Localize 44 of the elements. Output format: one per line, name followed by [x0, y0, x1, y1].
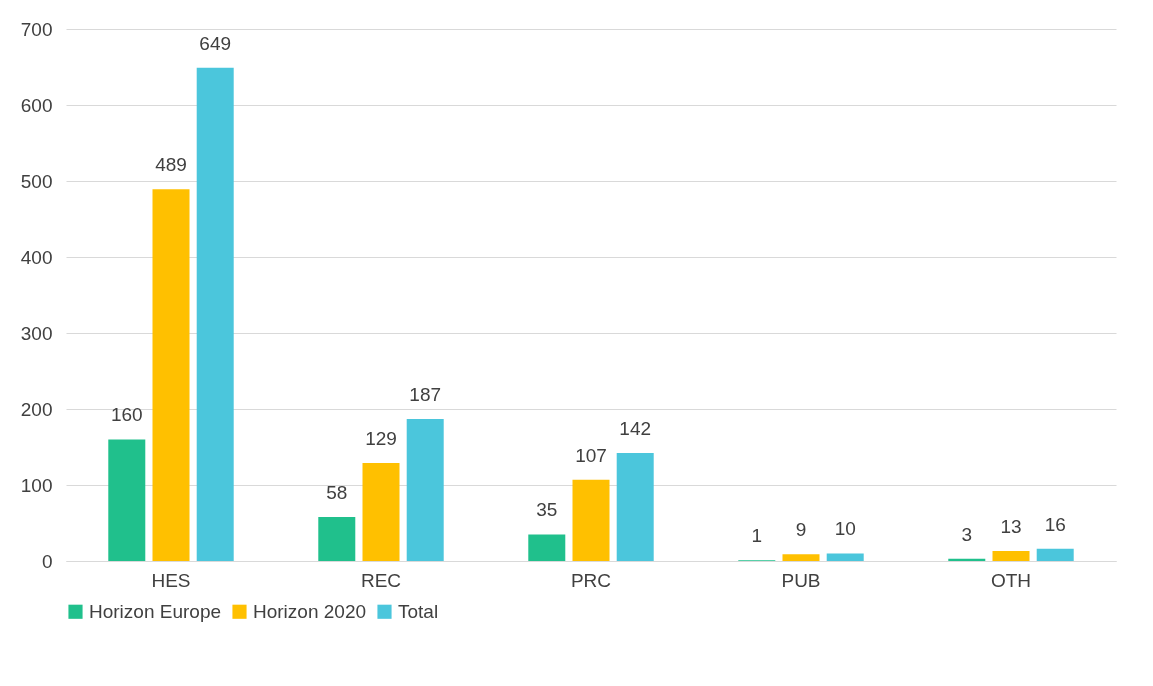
- bar: [782, 554, 820, 561]
- data-label: 58: [326, 481, 348, 503]
- y-tick-label: 500: [20, 170, 53, 192]
- data-label: 16: [1044, 513, 1066, 535]
- data-label: 187: [409, 383, 442, 405]
- y-tick-label: 400: [20, 246, 53, 268]
- data-label: 129: [365, 427, 397, 449]
- legend-label: Horizon Europe: [89, 600, 222, 622]
- bar: [108, 439, 146, 561]
- y-tick-label: 0: [41, 550, 53, 572]
- y-tick-label: 300: [20, 322, 53, 344]
- y-tick-label: 200: [20, 398, 53, 420]
- data-label: 107: [575, 444, 607, 466]
- data-label: 3: [961, 523, 973, 545]
- bar: [992, 551, 1030, 561]
- y-tick-label: 100: [20, 474, 53, 496]
- data-label: 1: [751, 525, 763, 547]
- data-label: 35: [536, 499, 558, 521]
- x-tick-label: PUB: [781, 569, 821, 591]
- data-label: 489: [155, 154, 187, 176]
- bar: [318, 516, 356, 561]
- legend-label: Horizon 2020: [253, 600, 367, 622]
- bar: [406, 418, 444, 561]
- bar: [826, 553, 864, 561]
- x-tick-label: PRC: [570, 569, 612, 591]
- y-tick-label: 700: [20, 18, 53, 40]
- bar: [528, 534, 566, 561]
- x-tick-label: REC: [360, 569, 402, 591]
- bar: [616, 453, 654, 561]
- bar: [196, 67, 234, 561]
- bar: [362, 462, 400, 561]
- data-label: 160: [110, 404, 143, 426]
- x-tick-label: OTH: [990, 569, 1032, 591]
- bar: [1036, 548, 1074, 561]
- bar: [572, 479, 610, 561]
- y-tick-label: 600: [20, 94, 53, 116]
- data-label: 10: [834, 518, 856, 540]
- x-tick-label: HES: [151, 569, 191, 591]
- legend-label: Total: [398, 600, 439, 622]
- bar: [152, 189, 190, 561]
- data-label: 9: [795, 519, 807, 541]
- data-label: 13: [1000, 516, 1022, 538]
- data-label: 142: [619, 418, 652, 440]
- data-label: 649: [199, 32, 232, 54]
